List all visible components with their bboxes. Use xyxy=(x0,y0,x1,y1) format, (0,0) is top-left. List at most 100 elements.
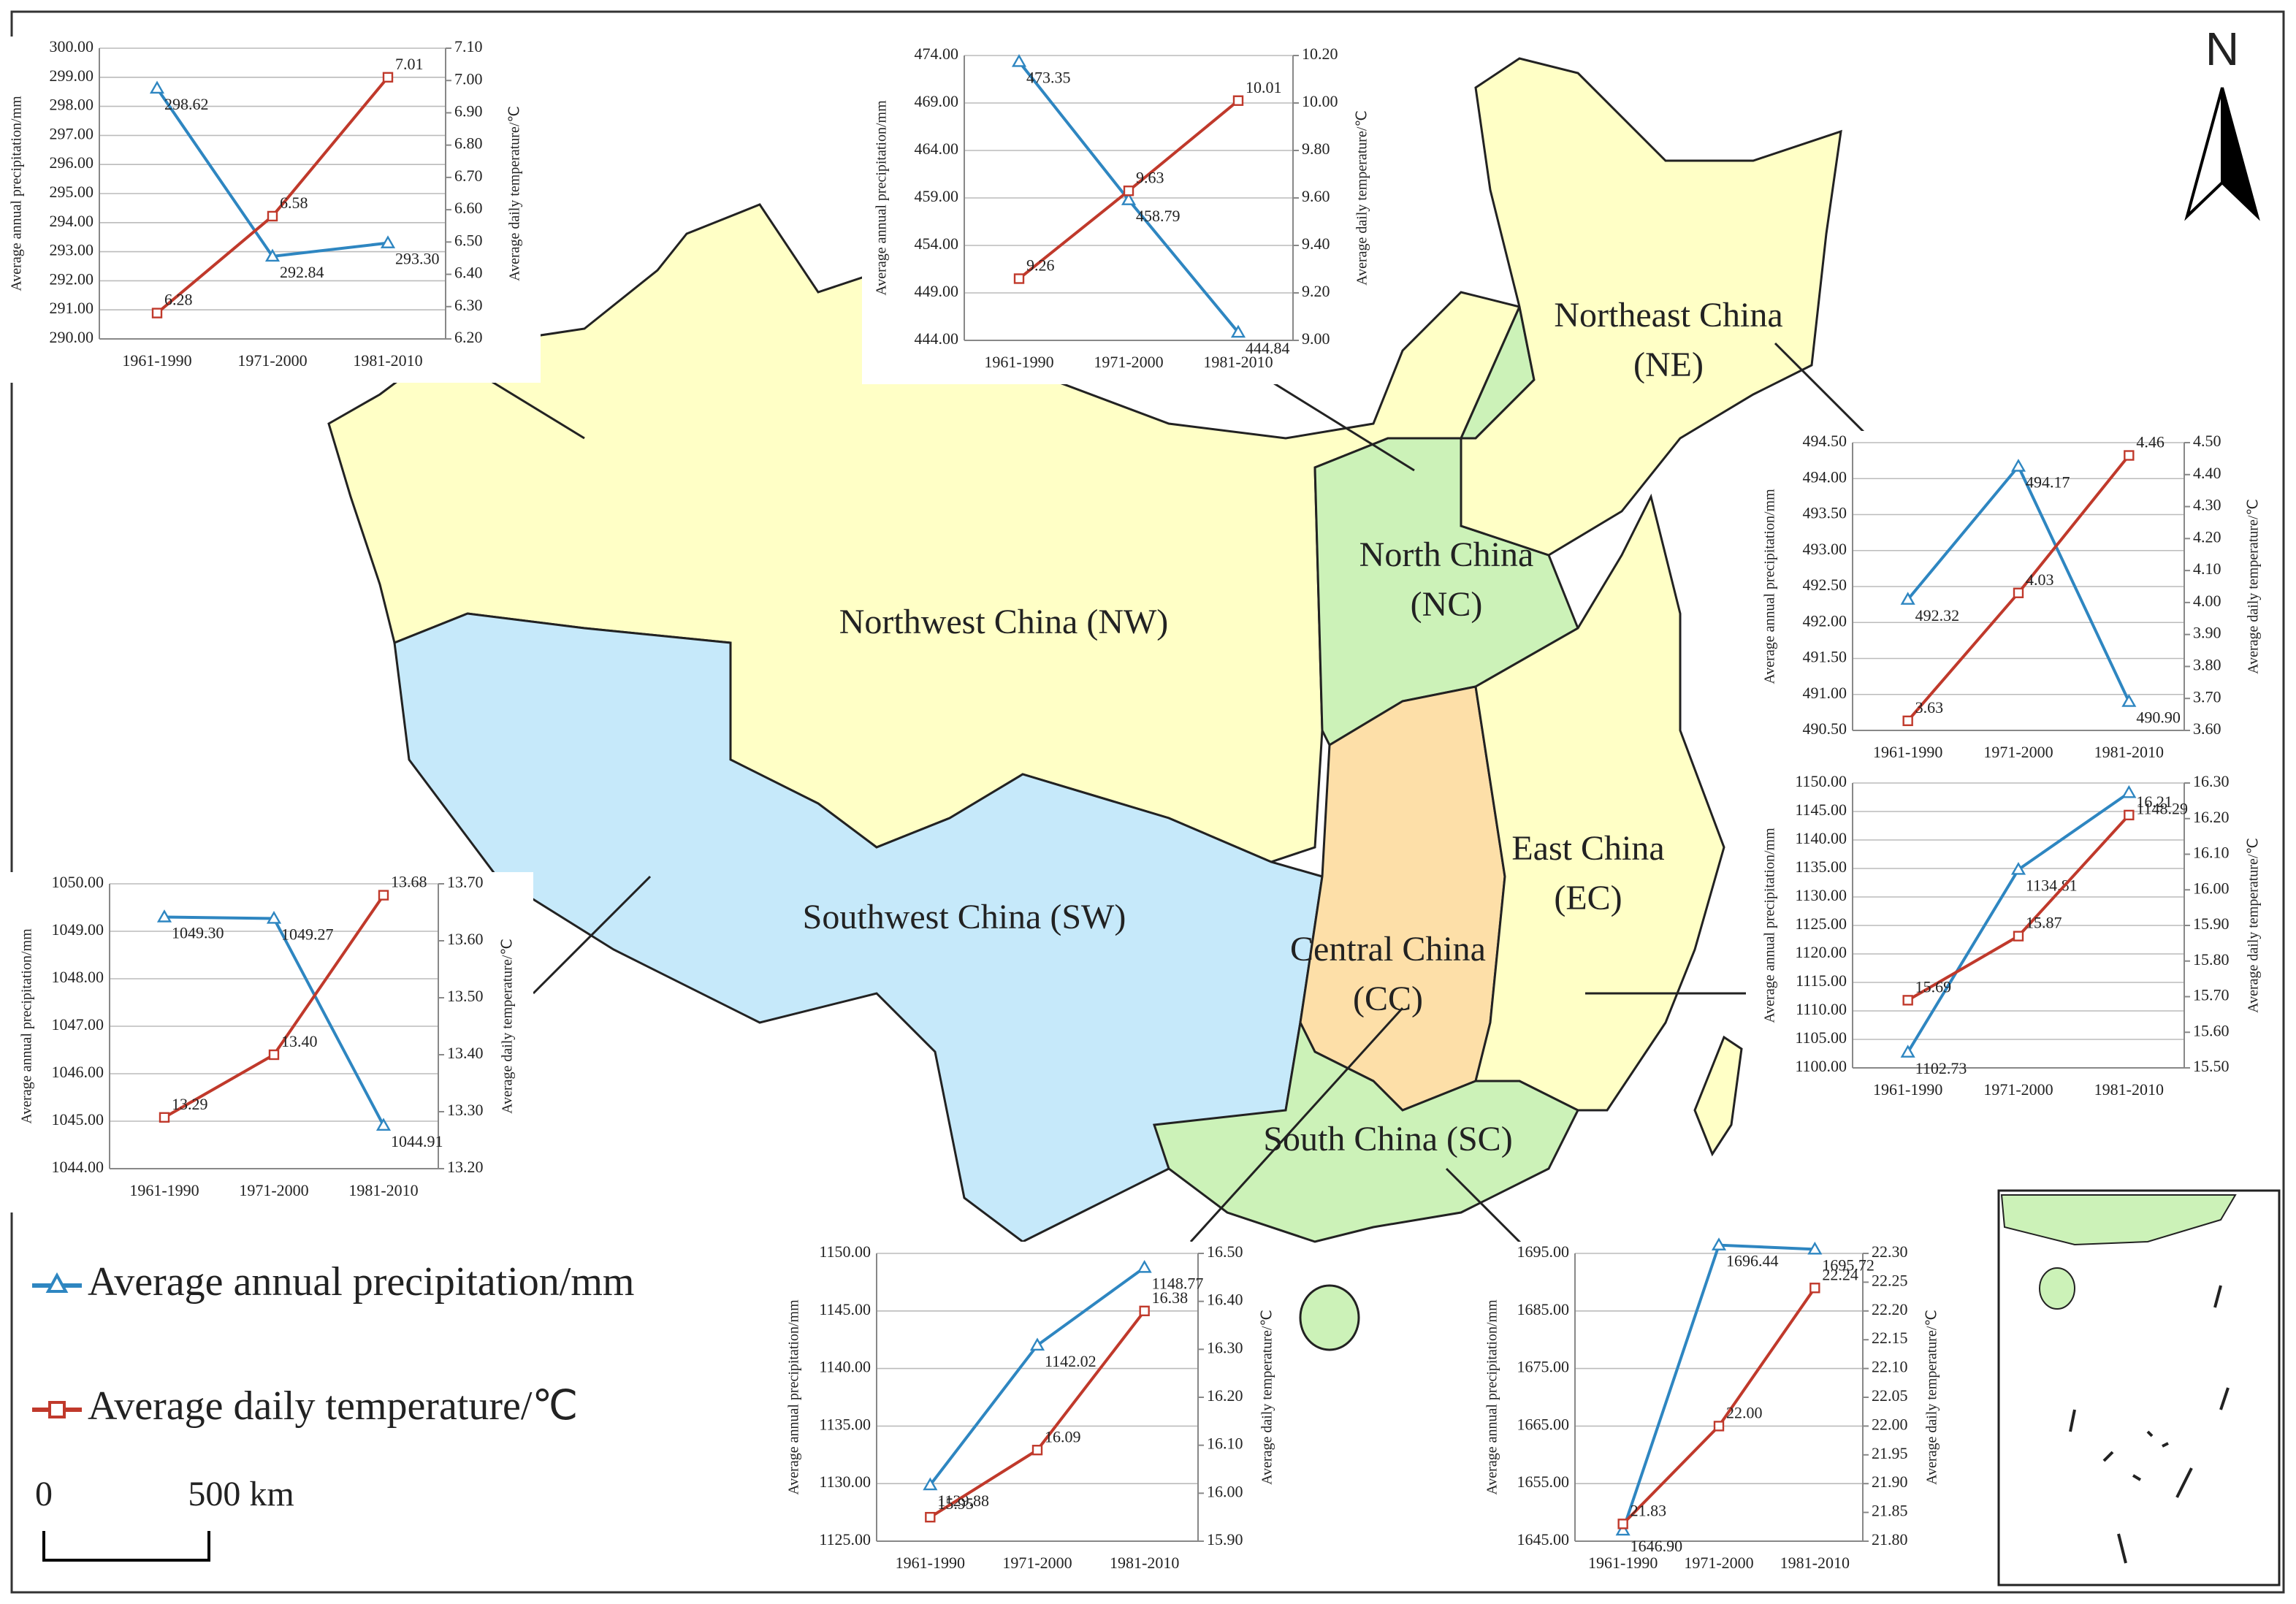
y2-tick-label: 6.30 xyxy=(454,296,483,314)
y2-tick-label: 6.90 xyxy=(454,102,483,120)
y2-tick-label: 15.90 xyxy=(1207,1530,1243,1548)
x-tick-label: 1981-2010 xyxy=(348,1181,418,1199)
marker xyxy=(2010,459,2026,472)
chart-background xyxy=(862,44,1388,384)
data-label: 458.79 xyxy=(1136,207,1181,225)
marker xyxy=(2121,784,2137,798)
marker xyxy=(1807,1241,1823,1255)
legend-item: Average annual precipitation/mm xyxy=(32,1259,634,1305)
y-tick-label: 298.00 xyxy=(50,96,94,114)
y-tick-label: 1125.00 xyxy=(819,1530,871,1548)
marker xyxy=(266,911,282,924)
marker xyxy=(1900,1044,1915,1058)
data-label: 494.17 xyxy=(2026,473,2070,492)
y-tick-label: 1130.00 xyxy=(1795,886,1847,904)
y-axis-title: Average annual precipitation/mm xyxy=(874,100,890,296)
y-tick-label: 1150.00 xyxy=(1795,772,1847,790)
y-tick-label: 1050.00 xyxy=(52,873,104,891)
region-label: (CC) xyxy=(1353,979,1423,1018)
leader xyxy=(532,875,652,995)
frame xyxy=(10,10,2285,1594)
y-axis-title: Average annual precipitation/mm xyxy=(1484,1299,1500,1495)
y2-tick-label: 21.90 xyxy=(1872,1473,1908,1491)
y-axis-title: Average annual precipitation/mm xyxy=(1762,489,1778,684)
y2-tick-label: 21.80 xyxy=(1872,1530,1908,1548)
y-tick-label: 1125.00 xyxy=(1795,914,1847,933)
y-tick-label: 1100.00 xyxy=(1795,1057,1847,1075)
data-label: 4.46 xyxy=(2136,433,2165,451)
marker xyxy=(1230,324,1246,338)
data-label: 15.87 xyxy=(2026,914,2062,932)
y-tick-label: 1045.00 xyxy=(52,1110,104,1128)
y-tick-label: 296.00 xyxy=(50,153,94,172)
x-tick-label: 1961-1990 xyxy=(129,1181,199,1199)
chart: 1044.00 1045.00 1046.00 1047.00 1048.00 1049.… xyxy=(7,872,533,1212)
x-tick-label: 1981-2010 xyxy=(1203,353,1273,371)
y-tick-label: 493.00 xyxy=(1803,540,1847,558)
y2-tick-label: 22.30 xyxy=(1872,1242,1908,1261)
legend-item: Average daily temperature/℃ xyxy=(32,1383,578,1429)
y-tick-label: 1675.00 xyxy=(1517,1358,1570,1376)
y-tick-label: 1049.00 xyxy=(52,920,104,939)
marker xyxy=(1232,95,1244,106)
data-label: 492.32 xyxy=(1915,606,1960,625)
y-tick-label: 444.00 xyxy=(915,329,959,348)
y-tick-label: 491.50 xyxy=(1803,648,1847,666)
chart: 1645.00 1655.00 1665.00 1675.00 1685.00 1695.… xyxy=(1473,1237,1958,1585)
marker xyxy=(1711,1237,1727,1250)
y-tick-label: 1135.00 xyxy=(819,1415,871,1433)
y-axis-title: Average annual precipitation/mm xyxy=(19,928,35,1124)
y-tick-label: 300.00 xyxy=(50,37,94,56)
y2-tick-label: 13.20 xyxy=(447,1158,484,1176)
y2-tick-label: 3.80 xyxy=(2193,655,2221,673)
x-tick-label: 1961-1990 xyxy=(1588,1554,1658,1572)
region-label: North China xyxy=(1359,535,1534,574)
y2-tick-label: 4.10 xyxy=(2193,560,2221,578)
region-label: (NE) xyxy=(1633,345,1704,384)
north-label: N xyxy=(2205,23,2239,75)
x-tick-label: 1961-1990 xyxy=(1873,1080,1942,1099)
marker xyxy=(1031,1445,1043,1456)
y2-tick-label: 13.60 xyxy=(447,930,484,948)
data-label: 13.40 xyxy=(281,1032,318,1050)
y2-axis-title: Average daily temperature/℃ xyxy=(2246,499,2262,674)
scale-line xyxy=(42,1531,210,1562)
data-label: 15.69 xyxy=(1915,977,1952,996)
y-tick-label: 454.00 xyxy=(915,234,959,253)
chart: 490.50 491.00 491.50 492.00 492.50 493.00 493.… xyxy=(1750,431,2279,774)
y2-tick-label: 22.25 xyxy=(1872,1271,1908,1289)
y-tick-label: 295.00 xyxy=(50,183,94,201)
region-label: (EC) xyxy=(1554,879,1622,917)
marker xyxy=(2013,931,2024,942)
y2-tick-label: 15.50 xyxy=(2193,1057,2230,1075)
y-axis-title: Average annual precipitation/mm xyxy=(1762,828,1778,1023)
y2-tick-label: 6.60 xyxy=(454,199,483,217)
y2-tick-label: 15.80 xyxy=(2193,950,2230,969)
y-tick-label: 1145.00 xyxy=(1795,801,1847,819)
y2-tick-label: 13.70 xyxy=(447,873,484,891)
y-tick-label: 292.00 xyxy=(50,270,94,288)
y2-tick-label: 16.40 xyxy=(1207,1291,1243,1309)
marker xyxy=(923,1477,938,1491)
y2-tick-label: 6.80 xyxy=(454,134,483,153)
marker xyxy=(1617,1519,1628,1529)
y-tick-label: 494.00 xyxy=(1803,467,1847,486)
x-tick-label: 1971-2000 xyxy=(1983,1080,2053,1099)
data-label: 1049.27 xyxy=(281,925,334,943)
marker xyxy=(1137,1259,1152,1273)
x-tick-label: 1981-2010 xyxy=(2094,743,2164,761)
y2-tick-label: 16.30 xyxy=(1207,1338,1243,1356)
y2-axis-title: Average daily temperature/℃ xyxy=(1924,1310,1940,1485)
hainan xyxy=(1299,1284,1360,1351)
y2-tick-label: 22.15 xyxy=(1872,1329,1908,1347)
y2-axis-title: Average daily temperature/℃ xyxy=(500,939,516,1114)
y2-tick-label: 21.85 xyxy=(1872,1502,1908,1520)
marker xyxy=(1900,592,1915,605)
marker xyxy=(1121,192,1137,205)
marker xyxy=(2010,862,2026,875)
chart: 444.00 449.00 454.00 459.00 464.00 469.00 474.… xyxy=(862,44,1388,384)
region-ec xyxy=(1474,493,1725,1112)
y2-tick-label: 15.90 xyxy=(2193,914,2230,933)
x-tick-label: 1981-2010 xyxy=(1110,1554,1179,1572)
y-tick-label: 1645.00 xyxy=(1517,1530,1570,1548)
